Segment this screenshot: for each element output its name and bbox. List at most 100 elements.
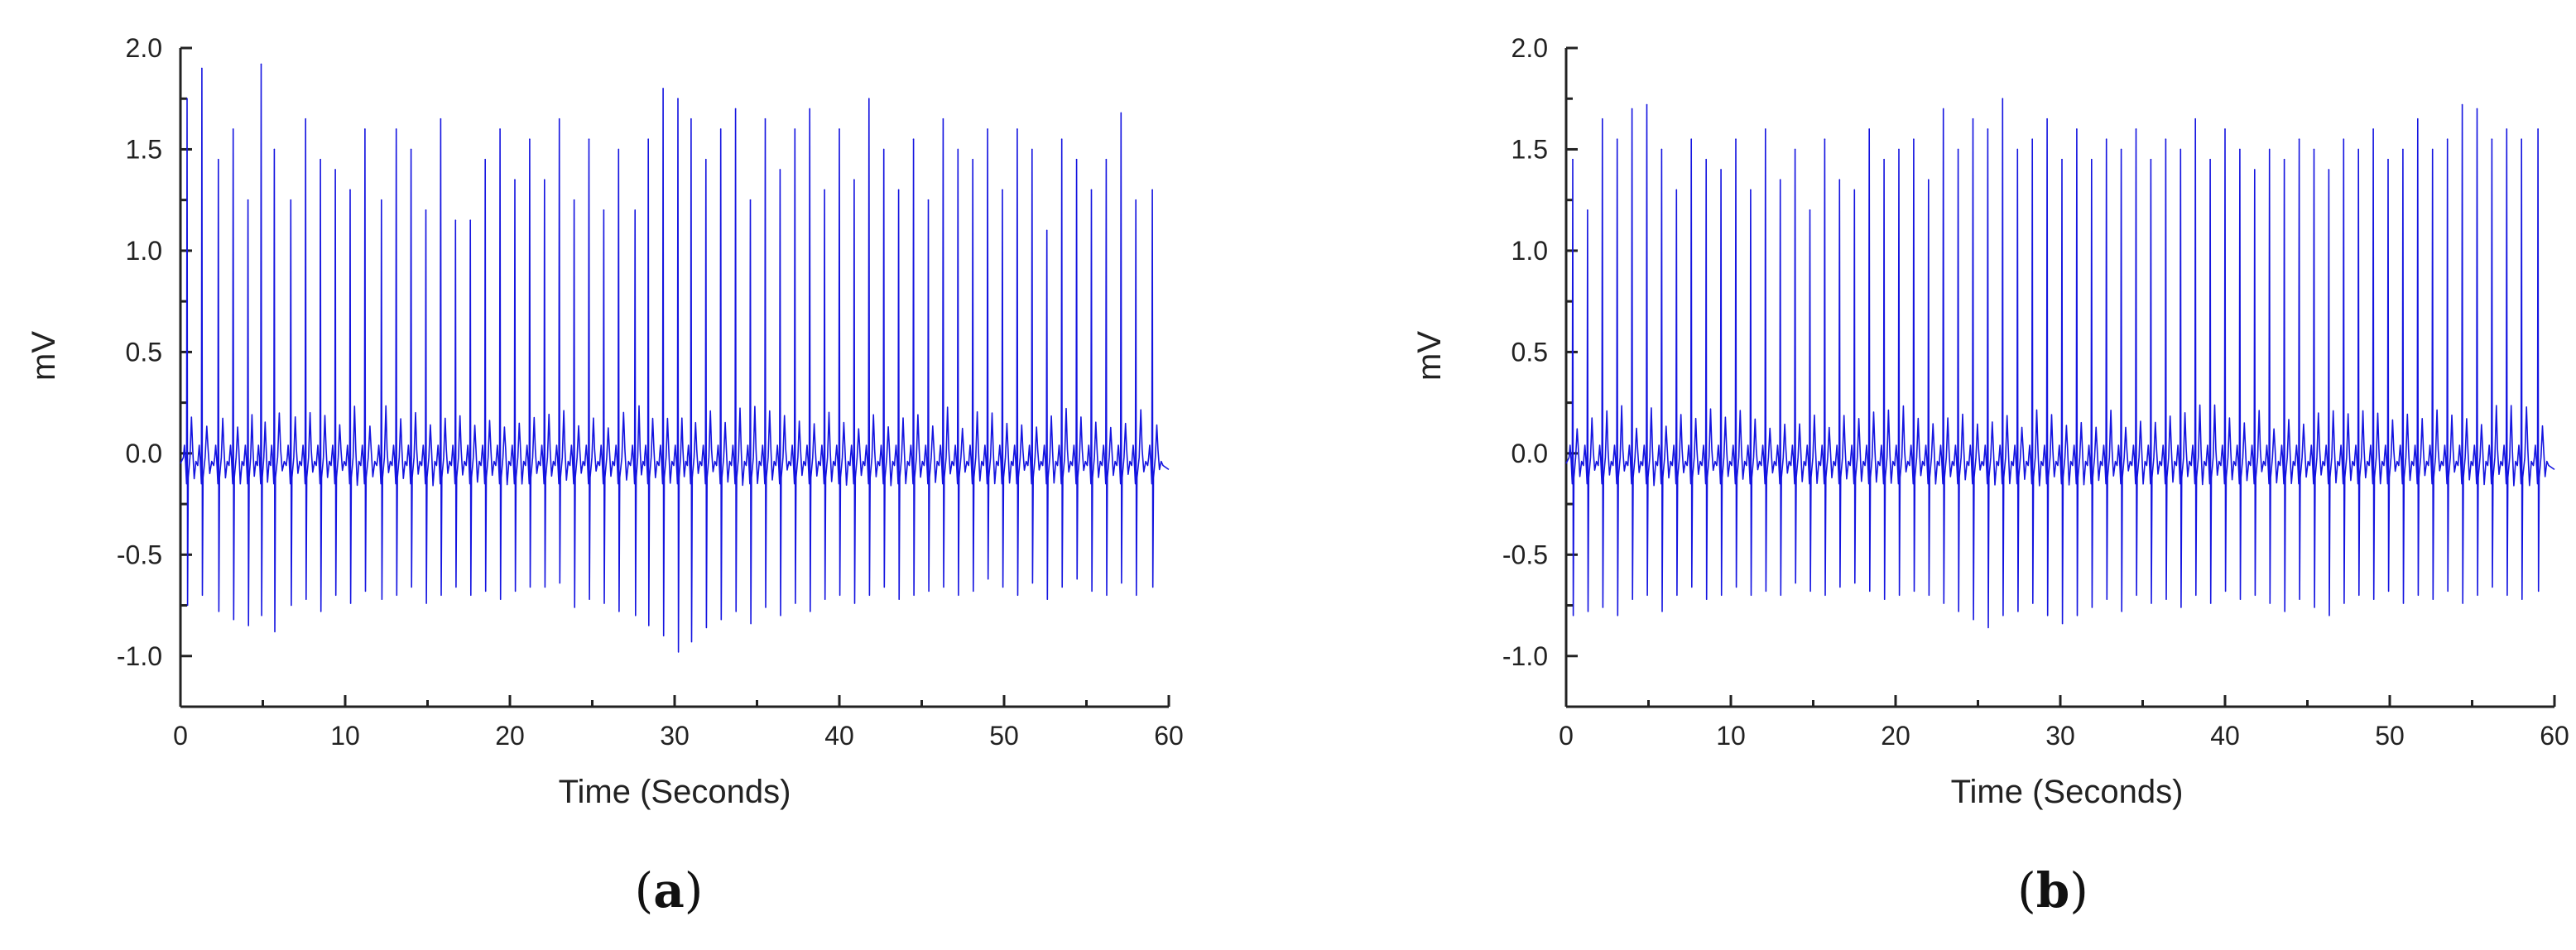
- x-axis-label: Time (Seconds): [559, 774, 791, 810]
- panel-label-letter: b: [2036, 862, 2070, 919]
- r-peak-point: [942, 118, 944, 120]
- panel-label-close-paren: ): [685, 862, 704, 919]
- r-peak-point: [647, 138, 649, 141]
- r-peak-point: [1631, 108, 1633, 110]
- r-peak-point: [484, 158, 486, 161]
- r-peak-point: [425, 209, 427, 211]
- x-tick-label: 60: [1154, 721, 1184, 751]
- y-axis-label: mV: [26, 331, 62, 381]
- r-peak-point: [2194, 118, 2196, 120]
- r-peak-point: [1090, 189, 1093, 191]
- r-peak-point: [2016, 148, 2019, 151]
- y-tick-label: 0.5: [1511, 337, 1548, 367]
- panel-label: (b): [2017, 862, 2088, 919]
- r-peak-point: [558, 118, 560, 120]
- r-peak-point: [2076, 128, 2078, 130]
- x-tick-label: 40: [2210, 721, 2240, 751]
- r-peak-point: [1587, 209, 1588, 211]
- r-peak-point: [1045, 229, 1048, 232]
- panel-label: (a): [635, 862, 704, 919]
- x-tick-label: 50: [989, 721, 1019, 751]
- r-peak-point: [1764, 128, 1766, 130]
- r-peak-point: [514, 179, 516, 180]
- r-peak-point: [734, 108, 737, 110]
- y-tick-label: 1.0: [126, 236, 162, 266]
- r-peak-point: [1002, 189, 1003, 191]
- r-peak-point: [972, 158, 973, 161]
- panel-label-close-paren: ): [2069, 862, 2088, 919]
- r-peak-point: [2313, 148, 2315, 151]
- r-peak-point: [912, 138, 915, 141]
- y-tick-label: 0.0: [126, 439, 162, 468]
- r-peak-point: [1838, 179, 1841, 180]
- r-peak-point: [2268, 148, 2271, 151]
- r-peak-point: [247, 199, 249, 201]
- r-peak-point: [2476, 108, 2478, 110]
- r-peak-point: [1987, 128, 1989, 130]
- r-peak-point: [395, 128, 397, 130]
- r-peak-point: [719, 128, 722, 130]
- r-peak-point: [2135, 128, 2137, 130]
- r-peak-point: [603, 209, 605, 211]
- r-peak-point: [364, 128, 366, 130]
- r-peak-point: [334, 169, 336, 170]
- r-peak-point: [634, 209, 637, 211]
- r-peak-point: [839, 128, 840, 130]
- x-tick-label: 30: [660, 721, 690, 751]
- r-peak-point: [1779, 179, 1781, 180]
- r-peak-point: [764, 118, 767, 120]
- r-peak-point: [1824, 138, 1826, 141]
- r-peak-point: [380, 199, 382, 201]
- r-peak-point: [469, 219, 472, 221]
- r-peak-point: [573, 199, 575, 201]
- r-peak-point: [794, 128, 796, 130]
- x-tick-label: 20: [495, 721, 525, 751]
- r-peak-point: [273, 148, 276, 151]
- r-peak-point: [2521, 138, 2522, 141]
- r-peak-point: [2120, 148, 2122, 151]
- r-peak-point: [2180, 148, 2182, 151]
- y-tick-label: -0.5: [117, 540, 162, 569]
- r-peak-point: [1794, 148, 1796, 151]
- r-peak-point: [662, 88, 664, 89]
- r-peak-point: [882, 148, 885, 151]
- r-peak-point: [543, 179, 545, 180]
- x-tick-label: 10: [330, 721, 360, 751]
- r-peak-point: [824, 189, 825, 191]
- r-peak-point: [1913, 138, 1915, 141]
- r-peak-point: [320, 158, 321, 161]
- r-peak-point: [217, 158, 219, 161]
- r-peak-point: [2461, 103, 2463, 106]
- r-peak-point: [232, 128, 234, 130]
- x-tick-label: 0: [1559, 721, 1574, 751]
- plot-area: [180, 63, 1170, 653]
- r-peak-point: [868, 98, 870, 100]
- r-peak-point: [779, 169, 781, 170]
- r-peak-point: [677, 98, 679, 100]
- r-peak-point: [1750, 189, 1752, 191]
- r-peak-point: [618, 148, 620, 151]
- r-peak-point: [897, 189, 900, 191]
- r-peak-point: [186, 98, 188, 100]
- x-tick-label: 40: [824, 721, 854, 751]
- r-peak-point: [2357, 148, 2359, 151]
- r-peak-point: [1720, 169, 1722, 170]
- r-peak-point: [690, 118, 692, 120]
- panel-label-open-paren: (: [635, 862, 654, 919]
- r-peak-point: [2224, 128, 2226, 130]
- r-peak-point: [2209, 158, 2211, 161]
- ecg-series-line: [1565, 98, 2555, 629]
- r-peak-point: [1016, 128, 1018, 130]
- r-peak-point: [1075, 158, 1078, 161]
- r-peak-point: [1972, 118, 1974, 120]
- r-peak-point: [853, 179, 855, 180]
- r-peak-point: [290, 199, 292, 201]
- r-peak-point: [1898, 148, 1900, 151]
- x-tick-label: 50: [2375, 721, 2405, 751]
- r-peak-point: [1031, 148, 1033, 151]
- y-tick-label: 0.5: [126, 337, 162, 367]
- r-peak-point: [1735, 138, 1737, 141]
- r-peak-point: [440, 118, 442, 120]
- x-tick-label: 20: [1881, 721, 1910, 751]
